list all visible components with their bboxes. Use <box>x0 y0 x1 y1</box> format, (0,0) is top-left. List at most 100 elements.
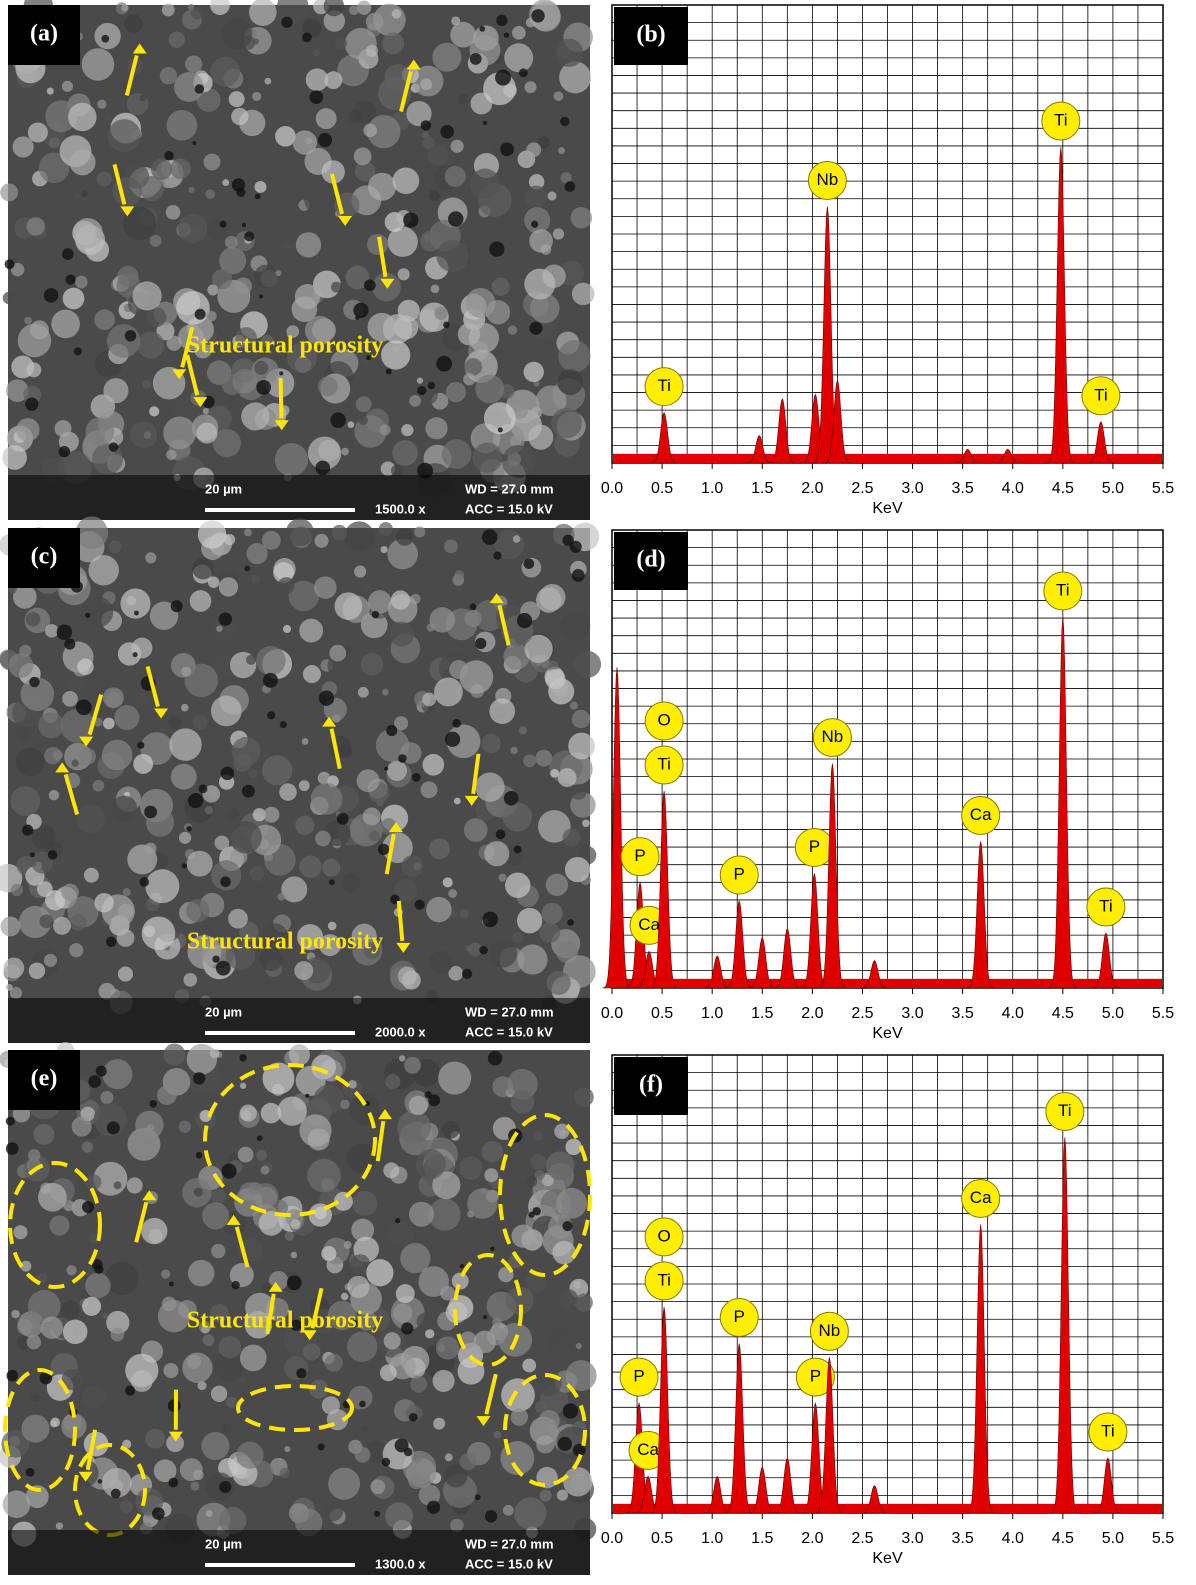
pore <box>483 121 487 125</box>
pore <box>427 1501 440 1514</box>
grain <box>379 424 390 435</box>
pore <box>403 212 418 227</box>
grain <box>522 1359 536 1373</box>
grain <box>498 874 506 882</box>
grain <box>379 522 393 536</box>
pore <box>25 397 38 410</box>
grain <box>183 973 197 987</box>
scale-bar-label: 20 µm <box>205 481 242 496</box>
grain <box>202 1334 214 1346</box>
pore <box>384 767 388 771</box>
grain <box>503 1505 514 1516</box>
grain <box>404 1057 421 1074</box>
x-axis-label: KeV <box>872 500 903 517</box>
grain <box>118 967 133 982</box>
grain <box>228 808 240 820</box>
grain <box>103 718 115 730</box>
pore <box>279 371 283 375</box>
pore <box>386 369 392 375</box>
grain <box>72 221 96 245</box>
grain <box>559 1130 566 1137</box>
grain <box>168 716 181 729</box>
grain <box>517 908 542 933</box>
scale-bar-label: 20 µm <box>205 1536 242 1551</box>
pore <box>219 612 232 625</box>
pore <box>196 1152 203 1159</box>
pore <box>29 677 39 687</box>
grain <box>240 1083 246 1089</box>
grain <box>283 625 291 633</box>
grain <box>519 726 527 734</box>
grain <box>341 448 349 456</box>
grain <box>142 380 151 389</box>
pore <box>470 603 476 609</box>
grain <box>396 528 413 545</box>
grain <box>222 1423 231 1432</box>
grain <box>171 764 197 790</box>
x-tick-label: 2.5 <box>851 1530 873 1547</box>
grain <box>360 134 366 140</box>
grain <box>229 91 245 107</box>
pore <box>529 322 542 335</box>
grain <box>211 696 242 727</box>
grain <box>307 1159 341 1193</box>
grain <box>429 190 440 201</box>
grain <box>565 857 590 882</box>
grain <box>299 619 323 643</box>
grain <box>188 187 194 193</box>
pore <box>232 1281 240 1289</box>
grain <box>541 903 562 924</box>
x-tick-label: 3.5 <box>952 1530 974 1547</box>
pore <box>428 382 435 389</box>
grain <box>114 1181 122 1189</box>
pore <box>76 700 92 716</box>
grain <box>6 984 13 991</box>
pore <box>48 850 57 859</box>
grain <box>544 1320 568 1344</box>
grain <box>553 228 564 239</box>
grain <box>81 190 88 197</box>
x-tick-label: 5.0 <box>1102 1530 1124 1547</box>
peak-label: Ti <box>657 376 671 395</box>
grain <box>299 780 310 791</box>
grain <box>344 521 374 551</box>
grain <box>438 1062 471 1095</box>
grain <box>164 1044 186 1066</box>
grain <box>170 158 190 178</box>
grain <box>9 653 34 678</box>
grain <box>135 693 149 707</box>
grain <box>361 653 384 676</box>
grain <box>11 884 23 896</box>
grain <box>275 443 308 476</box>
voltage: ACC = 15.0 kV <box>465 501 553 516</box>
grain <box>558 768 577 787</box>
grain <box>425 1329 434 1338</box>
pore <box>96 1066 107 1077</box>
grain <box>385 45 394 54</box>
grain <box>114 705 139 730</box>
x-tick-label: 0.5 <box>651 1005 673 1022</box>
grain <box>185 56 202 73</box>
grain <box>429 838 450 859</box>
x-tick-label: 5.0 <box>1102 480 1124 497</box>
grain <box>190 1482 199 1491</box>
grain <box>425 417 447 439</box>
grain <box>315 831 331 847</box>
grain <box>503 802 532 831</box>
grain <box>279 783 297 801</box>
x-axis-label: KeV <box>872 1025 903 1042</box>
grain <box>117 929 135 947</box>
grain <box>260 1165 269 1174</box>
page: 20 µm1500.0 xWD = 27.0 mmACC = 15.0 kVSt… <box>0 0 1196 1585</box>
grain <box>256 1150 267 1161</box>
pore <box>504 33 509 38</box>
grain <box>436 240 468 272</box>
grain <box>470 169 500 199</box>
grain <box>205 806 214 815</box>
grain <box>393 167 420 194</box>
grain <box>491 278 509 296</box>
grain <box>344 1241 352 1249</box>
grain <box>446 382 466 402</box>
x-tick-label: 5.5 <box>1152 1530 1174 1547</box>
pore <box>498 427 503 432</box>
